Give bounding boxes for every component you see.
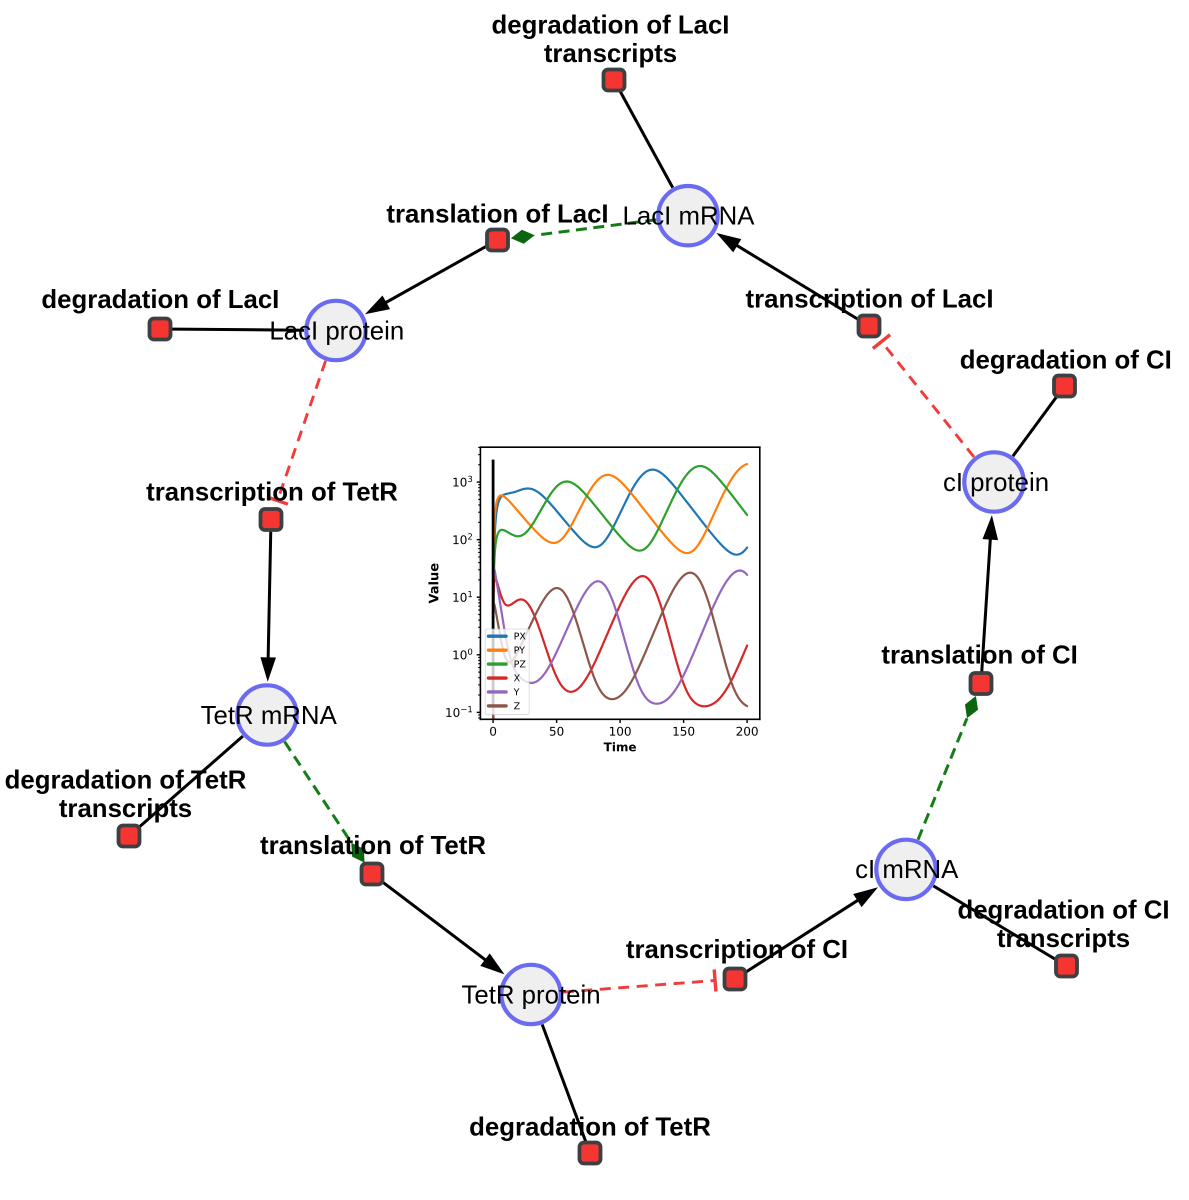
svg-text:transcripts: transcripts — [997, 925, 1130, 953]
svg-text:degradation of TetR: degradation of TetR — [469, 1114, 711, 1142]
svg-text:translation of TetR: translation of TetR — [260, 832, 486, 860]
svg-text:translation of LacI: translation of LacI — [386, 200, 608, 228]
svg-text:degradation of LacI: degradation of LacI — [41, 286, 279, 314]
svg-text:transcripts: transcripts — [59, 795, 192, 823]
svg-text:TetR protein: TetR protein — [461, 982, 600, 1010]
svg-text:degradation of CI: degradation of CI — [957, 897, 1169, 925]
svg-text:transcription of TetR: transcription of TetR — [146, 479, 398, 507]
svg-text:LacI mRNA: LacI mRNA — [623, 203, 756, 231]
svg-text:degradation of LacI: degradation of LacI — [492, 12, 730, 40]
svg-text:translation of CI: translation of CI — [881, 641, 1077, 669]
svg-text:degradation of CI: degradation of CI — [960, 347, 1172, 375]
svg-text:degradation of TetR: degradation of TetR — [5, 766, 247, 794]
svg-text:transcription of CI: transcription of CI — [626, 936, 848, 964]
svg-text:TetR mRNA: TetR mRNA — [201, 702, 338, 730]
svg-text:transcription of LacI: transcription of LacI — [746, 286, 994, 314]
svg-text:cI protein: cI protein — [943, 469, 1049, 497]
svg-text:cI mRNA: cI mRNA — [855, 856, 959, 884]
svg-text:LacI protein: LacI protein — [269, 318, 404, 346]
svg-text:transcripts: transcripts — [544, 40, 677, 68]
